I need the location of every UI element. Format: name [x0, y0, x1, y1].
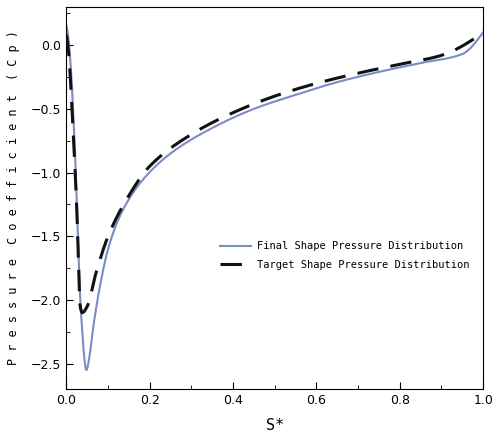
- Target Shape Pressure Distribution: [479, 31, 485, 36]
- Y-axis label: P r e s s u r e  C o e f f i c i e n t  ( C p ): P r e s s u r e C o e f f i c i e n t ( …: [7, 30, 20, 366]
- Final Shape Pressure Distribution: [91, 319, 97, 325]
- Target Shape Pressure Distribution: [66, 59, 72, 65]
- Final Shape Pressure Distribution: [69, 89, 75, 94]
- Final Shape Pressure Distribution: [64, 23, 70, 29]
- Line: Final Shape Pressure Distribution: Final Shape Pressure Distribution: [66, 26, 483, 370]
- Final Shape Pressure Distribution: [432, 58, 438, 63]
- Legend: Final Shape Pressure Distribution, Target Shape Pressure Distribution: Final Shape Pressure Distribution, Targe…: [216, 237, 474, 274]
- Target Shape Pressure Distribution: [74, 213, 80, 219]
- Target Shape Pressure Distribution: [158, 153, 164, 158]
- Final Shape Pressure Distribution: [298, 91, 304, 96]
- Final Shape Pressure Distribution: [82, 357, 87, 363]
- Target Shape Pressure Distribution: [480, 30, 486, 35]
- Final Shape Pressure Distribution: [480, 30, 486, 35]
- Target Shape Pressure Distribution: [64, 32, 70, 37]
- Target Shape Pressure Distribution: [80, 310, 86, 315]
- Final Shape Pressure Distribution: [67, 55, 73, 60]
- Line: Target Shape Pressure Distribution: Target Shape Pressure Distribution: [66, 33, 483, 313]
- X-axis label: S*: S*: [266, 418, 284, 433]
- Final Shape Pressure Distribution: [84, 367, 89, 373]
- Target Shape Pressure Distribution: [280, 91, 285, 96]
- Target Shape Pressure Distribution: [68, 97, 74, 102]
